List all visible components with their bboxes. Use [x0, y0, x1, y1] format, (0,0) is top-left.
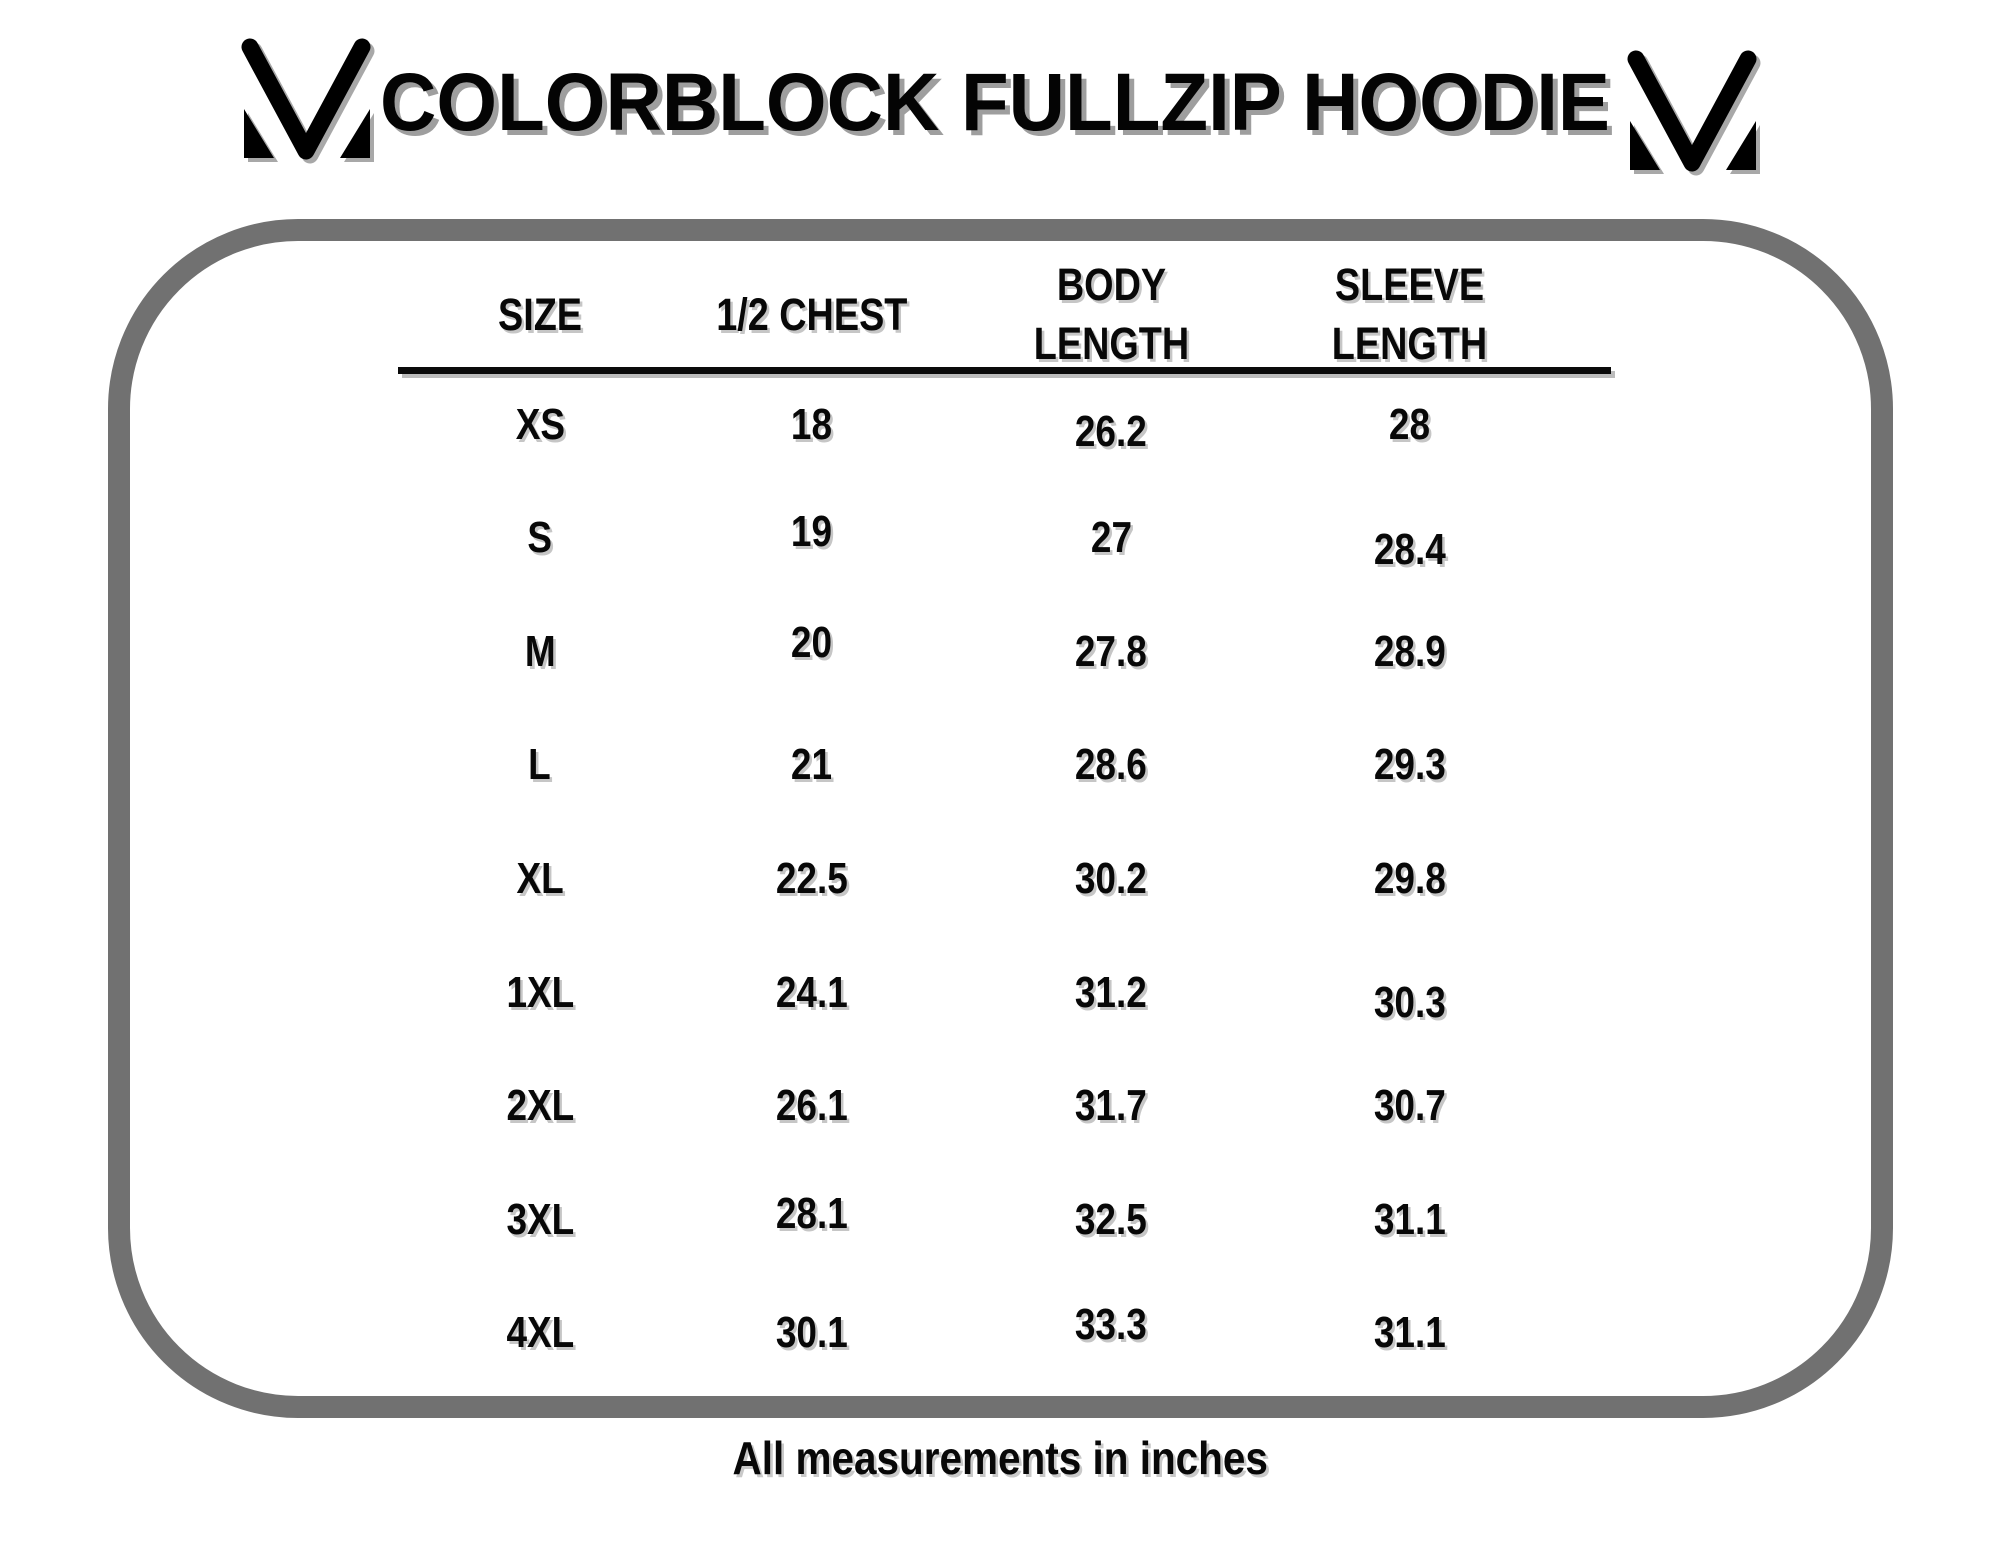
body-length-cell: 27.8: [1075, 626, 1148, 676]
size-chart-card: SIZE 1/2 CHEST BODY LENGTH SLEEVE LENGTH: [108, 219, 1893, 1418]
page-title-shadow: COLORBLOCK FULLZIP HOODIE: [385, 62, 1615, 153]
measurements-footnote-text: All measurements in inches: [732, 1432, 1268, 1484]
body-length-cell: 27: [1090, 513, 1132, 563]
body-length-cell: 32.5: [1075, 1194, 1148, 1244]
size-row: 1XL 24.1 31.2 30.3: [398, 936, 1611, 1050]
half-chest-cell: 24.1: [775, 967, 848, 1017]
size-cell: XL: [516, 853, 564, 903]
size-cell: M: [524, 626, 556, 676]
measurements-footnote: All measurements in inches: [0, 1432, 2000, 1484]
half-chest-cell: 20: [791, 617, 833, 667]
sleeve-length-cell: 28.9: [1373, 626, 1446, 676]
body-length-cell: 26.2: [1075, 406, 1148, 456]
column-header-label: SIZE: [497, 288, 582, 340]
size-row: XL 22.5 30.2 29.8: [398, 822, 1611, 936]
half-chest-cell: 30.1: [775, 1308, 848, 1358]
column-header-label: SLEEVE LENGTH: [1331, 259, 1488, 370]
column-header-label: 1/2 CHEST: [716, 288, 908, 340]
page-title: COLORBLOCK FULLZIP HOODIE COLORBLOCK FUL…: [380, 57, 1615, 153]
sleeve-length-cell: 30.7: [1373, 1081, 1446, 1131]
half-chest-cell: 18: [791, 399, 833, 449]
brand-m-logo-icon: [241, 38, 371, 160]
size-cell: 1XL: [506, 967, 574, 1017]
header-underline: [398, 367, 1611, 374]
half-chest-cell: 19: [791, 507, 833, 557]
sleeve-length-cell: 31.1: [1373, 1194, 1446, 1244]
size-row: L 21 28.6 29.3: [398, 709, 1611, 823]
size-cell: XS: [515, 399, 565, 449]
size-row: 3XL 28.1 32.5 31.1: [398, 1163, 1611, 1277]
half-chest-cell: 22.5: [775, 853, 848, 903]
sleeve-length-cell: 31.1: [1373, 1308, 1446, 1358]
column-header: SIZE: [398, 255, 682, 374]
column-header-label: BODY LENGTH: [1033, 259, 1189, 370]
size-row: 2XL 26.1 31.7 30.7: [398, 1049, 1611, 1163]
body-length-cell: 31.2: [1075, 967, 1148, 1017]
body-length-cell: 28.6: [1075, 740, 1148, 790]
column-header: 1/2 CHEST: [682, 255, 942, 374]
body-length-cell: 33.3: [1075, 1300, 1148, 1350]
table-header-row: SIZE 1/2 CHEST BODY LENGTH SLEEVE LENGTH: [398, 241, 1611, 369]
sleeve-length-cell: 28.4: [1373, 525, 1446, 575]
half-chest-cell: 28.1: [775, 1188, 848, 1238]
size-cell: 4XL: [506, 1308, 574, 1358]
size-table: SIZE 1/2 CHEST BODY LENGTH SLEEVE LENGTH: [398, 241, 1611, 1396]
sleeve-length-cell: 29.8: [1373, 853, 1446, 903]
column-header: BODY LENGTH: [941, 255, 1281, 374]
brand-m-logo-icon: [1627, 50, 1757, 172]
brand-header: COLORBLOCK FULLZIP HOODIE COLORBLOCK FUL…: [0, 0, 2000, 172]
size-cell: S: [527, 513, 553, 563]
sleeve-length-cell: 29.3: [1373, 740, 1446, 790]
body-length-cell: 30.2: [1075, 853, 1148, 903]
column-header: SLEEVE LENGTH: [1281, 255, 1538, 374]
size-row: M 20 27.8 28.9: [398, 595, 1611, 709]
body-length-cell: 31.7: [1075, 1081, 1148, 1131]
size-row: 4XL 30.1 33.3 31.1: [398, 1276, 1611, 1390]
size-cell: 3XL: [506, 1194, 574, 1244]
table-body: XS 18 26.2 28: [398, 374, 1611, 1396]
half-chest-cell: 21: [791, 740, 833, 790]
size-row: XS 18 26.2 28: [398, 368, 1611, 482]
sleeve-length-cell: 28: [1389, 399, 1431, 449]
half-chest-cell: 26.1: [775, 1081, 848, 1131]
size-cell: L: [528, 740, 552, 790]
sleeve-length-cell: 30.3: [1373, 977, 1446, 1027]
page-title-text: COLORBLOCK FULLZIP HOODIE: [380, 57, 1610, 148]
size-cell: 2XL: [506, 1081, 574, 1131]
size-row: S 19 27 28.4: [398, 482, 1611, 596]
